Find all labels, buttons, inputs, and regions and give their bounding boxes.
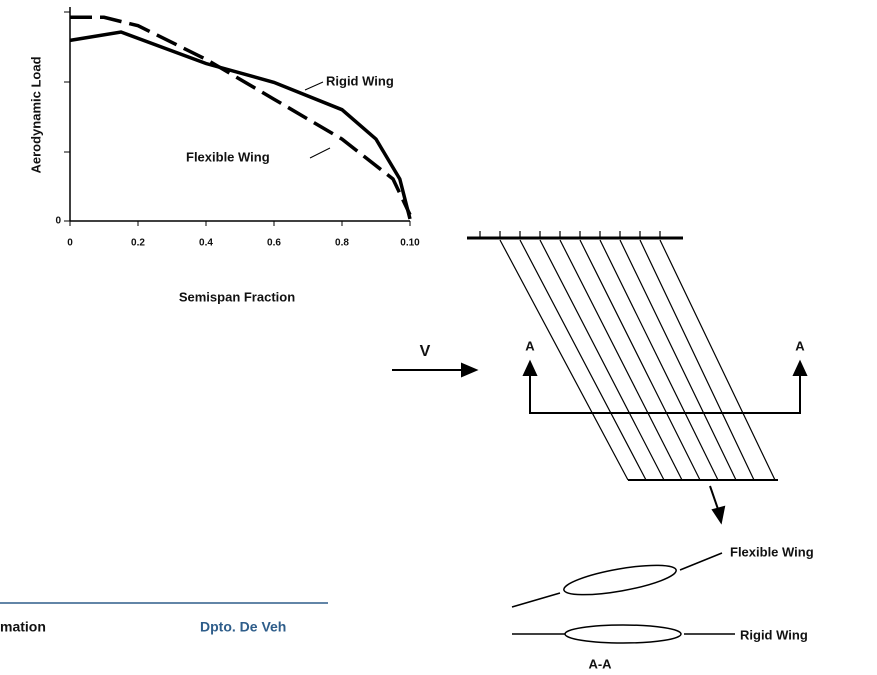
x-tick-label: 0.4	[199, 238, 213, 249]
legend-leader	[305, 82, 323, 90]
x-tick-label: 0.8	[335, 238, 349, 249]
legend-label: Flexible Wing	[186, 149, 270, 164]
y-minor-ticks	[64, 12, 70, 152]
x-tick-label: 0.10	[400, 238, 420, 249]
x-tick-label: 0.6	[267, 238, 281, 249]
y-axis-label: Aerodynamic Load	[28, 56, 43, 173]
y-tick-label: 0	[55, 216, 61, 227]
section-label: A	[795, 338, 805, 353]
x-tick-label: 0.2	[131, 238, 145, 249]
series-line	[70, 32, 410, 219]
x-axis-label: Semispan Fraction	[179, 289, 295, 304]
footer-left: mation	[0, 619, 46, 635]
legend-label: Rigid Wing	[326, 73, 394, 88]
x-tick-label: 0	[67, 238, 73, 249]
series-line	[70, 17, 410, 214]
wing-diagram	[392, 231, 806, 643]
footer-right: Dpto. De Veh	[200, 619, 286, 635]
rigid-wing-label: Rigid Wing	[740, 627, 808, 642]
legend-leader	[310, 148, 330, 158]
page: Aerodynamic Load Semispan Fraction V A A	[0, 0, 877, 675]
velocity-label: V	[420, 343, 431, 360]
section-label: A	[525, 338, 535, 353]
section-name: A-A	[588, 656, 612, 671]
flexible-wing-label: Flexible Wing	[730, 544, 814, 559]
